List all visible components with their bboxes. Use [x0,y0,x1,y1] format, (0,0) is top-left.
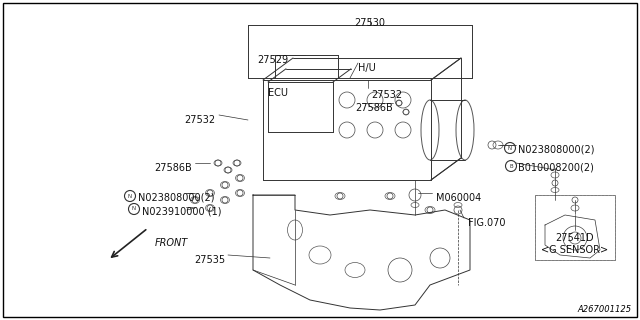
Text: 27586B: 27586B [355,103,393,113]
Text: 27541D: 27541D [556,233,595,243]
Bar [535,195,615,260]
Bar [535,195,615,260]
Text: 27532: 27532 [371,90,402,100]
Text: M060004: M060004 [436,193,481,203]
Text: FIG.070: FIG.070 [468,218,506,228]
Text: B: B [509,164,513,169]
Text: 27532: 27532 [184,115,215,125]
Text: N: N [508,146,512,150]
Text: 27535: 27535 [194,255,225,265]
Text: 27530: 27530 [355,18,385,28]
Text: A267001125: A267001125 [578,305,632,314]
Text: N023808000(2): N023808000(2) [518,145,595,155]
Text: 27529: 27529 [257,55,289,65]
Text: B010008200(2): B010008200(2) [518,163,594,173]
Text: 27586B: 27586B [154,163,192,173]
Text: N023910000 (1): N023910000 (1) [142,206,221,216]
Text: N023808000(2): N023808000(2) [138,193,214,203]
Text: H/U: H/U [358,63,376,73]
Text: ECU: ECU [268,88,288,98]
Text: FRONT: FRONT [155,238,188,248]
Text: N: N [132,206,136,212]
Text: N: N [128,194,132,198]
Text: <G SENSOR>: <G SENSOR> [541,245,609,255]
